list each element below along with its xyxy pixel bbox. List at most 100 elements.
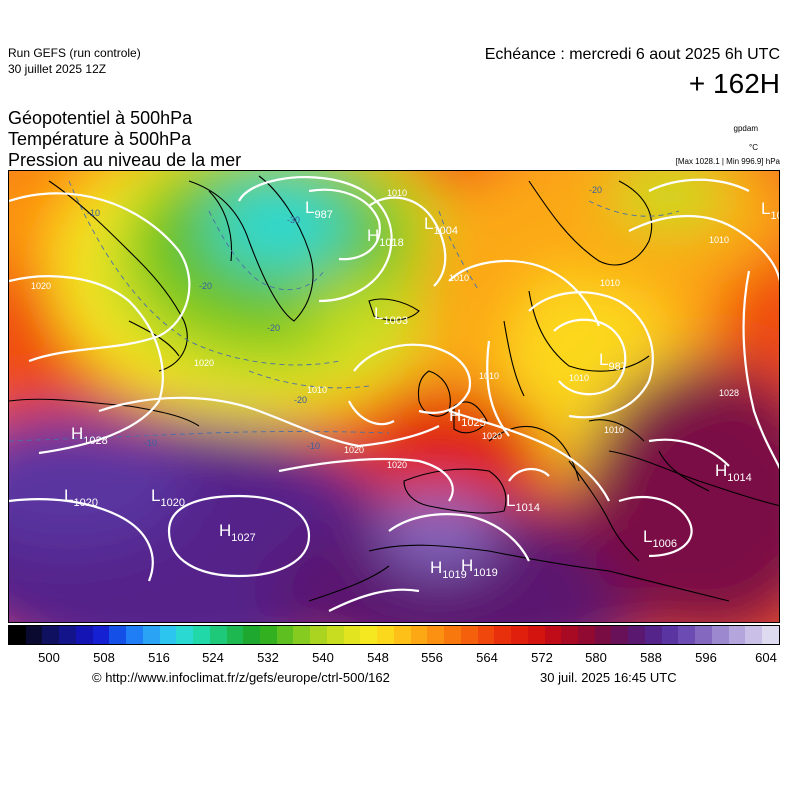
colorbar-swatch (762, 626, 779, 644)
colorbar-swatch (25, 626, 43, 644)
colorbar-swatch (444, 626, 461, 644)
temperature-label: -20 (589, 185, 602, 195)
colorbar-swatch (628, 626, 645, 644)
colorbar-tick-label: 604 (755, 650, 777, 665)
isobar-label: 1010 (449, 273, 469, 283)
colorbar-swatch (611, 626, 629, 644)
colorbar-swatch (209, 626, 227, 644)
colorbar-swatch (159, 626, 177, 644)
colorbar-swatch (59, 626, 76, 644)
colorbar-swatch (577, 626, 595, 644)
colorbar-swatch (310, 626, 327, 644)
source-credit: © http://www.infoclimat.fr/z/gefs/europe… (92, 670, 390, 685)
colorbar-swatch (561, 626, 578, 644)
run-date: 30 juillet 2025 12Z (8, 62, 107, 76)
colorbar-tick-label: 564 (476, 650, 498, 665)
isobar-label: 1010 (387, 188, 407, 198)
lead-time: + 162H (688, 68, 780, 99)
isobar-label: 1010 (600, 278, 620, 288)
colorbar-swatch (193, 626, 210, 644)
pressure-center-low: L987 (305, 198, 333, 221)
colorbar-swatch (544, 626, 562, 644)
colorbar-swatch (745, 626, 763, 644)
colorbar-swatch (678, 626, 696, 644)
temperature-label: -10 (144, 438, 157, 448)
colorbar-swatch (260, 626, 277, 644)
colorbar-tick-label: 524 (202, 650, 224, 665)
weather-map: 1020 1020 1020 1020 1010 1010 1010 1010 1010 1010… (8, 170, 780, 623)
pressure-center-high: H1014 (715, 461, 752, 484)
colorbar-swatch (42, 626, 60, 644)
colorbar-swatch (460, 626, 478, 644)
temperature-label: -30 (287, 215, 300, 225)
pressure-center-low: L1006 (643, 527, 677, 550)
colorbar-swatch (109, 626, 127, 644)
isobar-label: 1028 (719, 388, 739, 398)
colorbar-swatch (594, 626, 612, 644)
colorbar-swatch (527, 626, 545, 644)
colorbar-swatch (377, 626, 394, 644)
colorbar-swatch (711, 626, 729, 644)
colorbar-swatch (410, 626, 428, 644)
pressure-center-high: H1019 (430, 558, 467, 581)
colorbar-swatch (9, 626, 26, 644)
pressure-center-low: L1004 (424, 214, 458, 237)
colorbar-tick-label: 508 (93, 650, 115, 665)
forecast-valid-time: Echéance : mercredi 6 aout 2025 6h UTC (484, 46, 780, 63)
colorbar-tick-label: 548 (367, 650, 389, 665)
colorbar-swatch (343, 626, 361, 644)
temperature-isotherms (9, 180, 680, 442)
colorbar-swatch (360, 626, 378, 644)
temperature-label: -10 (87, 208, 100, 218)
colorbar-swatch (644, 626, 662, 644)
colorbar-swatch (142, 626, 160, 644)
colorbar-swatch (293, 626, 311, 644)
colorbar-tick-label: 588 (640, 650, 662, 665)
colorbar-swatch (276, 626, 294, 644)
isobar-label: 1020 (344, 445, 364, 455)
isobar-label: 1020 (387, 460, 407, 470)
colorbar-tick-label: 556 (421, 650, 443, 665)
colorbar-tick-label: 516 (148, 650, 170, 665)
colorbar-swatch (243, 626, 261, 644)
colorbar-tick-label: 500 (38, 650, 60, 665)
pressure-center-low: L1014 (506, 491, 540, 514)
isobar-label: 1010 (307, 385, 327, 395)
isobar-label: 1020 (194, 358, 214, 368)
isobar-label: 1020 (482, 431, 502, 441)
pressure-center-high: H1028 (71, 424, 108, 447)
pressure-center-labels: H1028 L1020 L1020 H1027 L987 H1018 L1004 L1003 L… (64, 198, 780, 581)
unit-geopotential: gpdam (733, 124, 758, 133)
pressure-center-low: L1020 (64, 486, 98, 509)
param-geopotential: Géopotentiel à 500hPa (8, 108, 193, 128)
param-mslp: Pression au niveau de la mer (8, 150, 242, 170)
colorbar-swatch (511, 626, 528, 644)
colorbar-swatch (92, 626, 110, 644)
unit-temperature: °C (749, 143, 758, 152)
pressure-center-low: L1010 (761, 199, 780, 222)
colorbar-swatch (176, 626, 194, 644)
colorbar-swatch (477, 626, 495, 644)
colorbar-tick-label: 596 (695, 650, 717, 665)
temperature-label: -20 (294, 395, 307, 405)
isobar-label: 1010 (479, 371, 499, 381)
colorbar-swatch (226, 626, 244, 644)
isobar-label: 1010 (569, 373, 589, 383)
param-temperature: Température à 500hPa (8, 129, 192, 149)
coastlines (9, 175, 779, 602)
temperature-labels: -10 -20 -30 -20 -20 -10 -10 -20 (87, 185, 602, 451)
colorbar-swatch (326, 626, 344, 644)
colorbar-swatch (661, 626, 679, 644)
isobar-labels: 1020 1020 1020 1020 1010 1010 1010 1010 1010 1010… (31, 188, 739, 470)
isobar-label: 1010 (604, 425, 624, 435)
temperature-label: -10 (307, 441, 320, 451)
colorbar-tick-label: 540 (312, 650, 334, 665)
colorbar-swatch (75, 626, 93, 644)
colorbar-tick-label: 580 (585, 650, 607, 665)
pressure-center-high: H1025 (449, 406, 486, 429)
pressure-center-high: H1027 (219, 521, 256, 544)
colorbar-swatch (695, 626, 712, 644)
pressure-max-min: [Max 1028.1 | Min 996.9] hPa (675, 157, 780, 166)
run-title: Run GEFS (run controle) (8, 46, 141, 60)
temperature-label: -20 (267, 323, 280, 333)
